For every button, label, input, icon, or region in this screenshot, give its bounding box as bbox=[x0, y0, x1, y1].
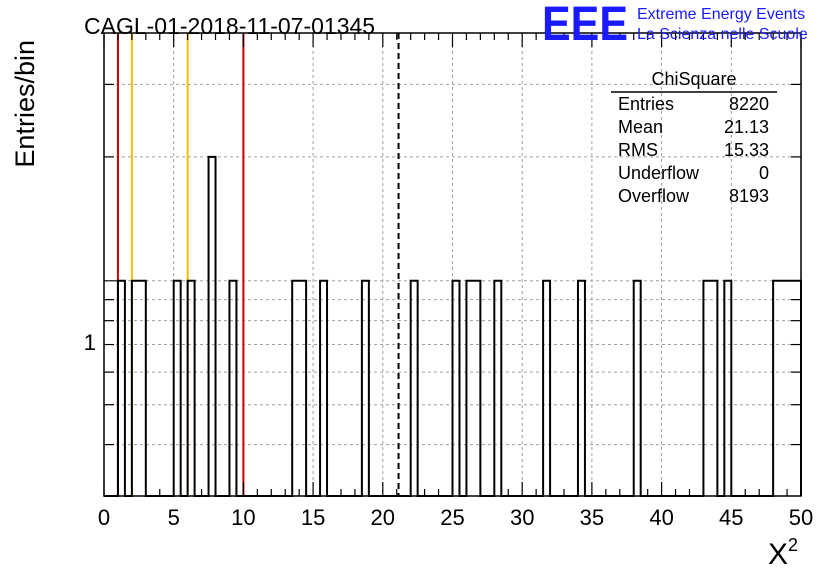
stats-rms-label: RMS bbox=[618, 140, 658, 160]
stats-title: ChiSquare bbox=[651, 69, 736, 89]
x-tick-label-20: 20 bbox=[371, 505, 395, 530]
x-tick-label-40: 40 bbox=[649, 505, 673, 530]
eee-logo-line2: La Scienza nelle Scuole bbox=[637, 26, 808, 43]
x-axis-label-base: X bbox=[768, 538, 788, 571]
stats-entries-label: Entries bbox=[618, 94, 674, 114]
stats-overflow-label: Overflow bbox=[618, 186, 690, 206]
reference-lines bbox=[116, 33, 400, 496]
x-tick-label-35: 35 bbox=[580, 505, 604, 530]
x-tick-label-10: 10 bbox=[231, 505, 255, 530]
x-tick-label-30: 30 bbox=[510, 505, 534, 530]
chart-title: CAGL-01-2018-11-07-01345 bbox=[84, 13, 375, 39]
stats-underflow-label: Underflow bbox=[618, 163, 700, 183]
eee-logo: EEE Extreme Energy Events La Scienza nel… bbox=[542, 0, 808, 51]
eee-logo-mark: EEE bbox=[542, 0, 628, 51]
y-axis-label: Entries/bin bbox=[10, 40, 40, 168]
stats-box: ChiSquare Entries 8220 Mean 21.13 RMS 15… bbox=[611, 69, 777, 206]
stats-mean-label: Mean bbox=[618, 117, 663, 137]
x-axis-label-superscript: 2 bbox=[788, 535, 798, 555]
x-axis-label: X2 bbox=[768, 535, 798, 571]
x-tick-label-45: 45 bbox=[719, 505, 743, 530]
stats-mean-value: 21.13 bbox=[724, 117, 769, 137]
stats-entries-value: 8220 bbox=[729, 94, 769, 114]
x-tick-label-50: 50 bbox=[789, 505, 813, 530]
eee-logo-line1: Extreme Energy Events bbox=[637, 6, 805, 23]
stats-rms-value: 15.33 bbox=[724, 140, 769, 160]
stats-underflow-value: 0 bbox=[759, 163, 769, 183]
x-tick-label-15: 15 bbox=[301, 505, 325, 530]
x-tick-labels: 0 5 10 15 20 25 30 35 40 45 50 bbox=[98, 505, 813, 530]
x-tick-label-25: 25 bbox=[440, 505, 464, 530]
x-tick-label-5: 5 bbox=[168, 505, 180, 530]
stats-overflow-value: 8193 bbox=[729, 186, 769, 206]
axis-ticks bbox=[103, 33, 802, 496]
x-tick-label-0: 0 bbox=[98, 505, 110, 530]
y-tick-label-1: 1 bbox=[84, 330, 96, 355]
